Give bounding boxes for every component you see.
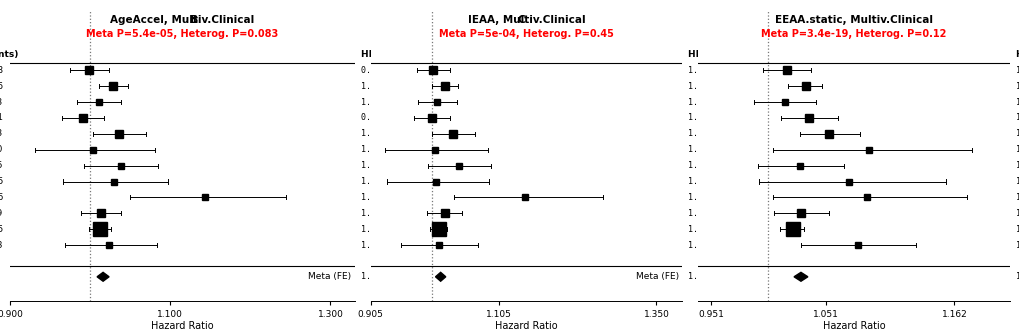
X-axis label: Hazard Ratio: Hazard Ratio — [822, 321, 884, 331]
Text: 40: 40 — [0, 145, 3, 154]
Text: 1.078 [ 1.029 , 1.129 ]: 1.078 [ 1.029 , 1.129 ] — [1015, 240, 1019, 249]
Text: 1.011 [ 0.997 , 1.024 ]: 1.011 [ 0.997 , 1.024 ] — [688, 225, 803, 234]
Text: 1.014 [ 1.006 , 1.022 ]: 1.014 [ 1.006 , 1.022 ] — [688, 272, 803, 281]
Text: 85: 85 — [0, 161, 3, 170]
Text: 1.001 [ 0.973 , 1.029 ]: 1.001 [ 0.973 , 1.029 ] — [688, 114, 803, 123]
Text: 163: 163 — [0, 129, 3, 138]
Text: 268: 268 — [0, 66, 3, 75]
Text: 296: 296 — [0, 82, 3, 91]
Text: 1.053 [ 1.028 , 1.080 ]: 1.053 [ 1.028 , 1.080 ] — [1015, 129, 1019, 138]
Text: IEAA, Multiv.Clinical: IEAA, Multiv.Clinical — [467, 15, 585, 25]
Text: 1.022 [ 1.011 , 1.032 ]: 1.022 [ 1.011 , 1.032 ] — [1015, 225, 1019, 234]
Text: Meta (FE): Meta (FE) — [308, 272, 352, 281]
Text: Meta P=5.4e-05, Heterog. P=0.083: Meta P=5.4e-05, Heterog. P=0.083 — [87, 29, 278, 39]
Text: 1.033 [ 1.000 , 1.067 ]: 1.033 [ 1.000 , 1.067 ] — [688, 129, 803, 138]
Text: 1.143 [ 1.050 , 1.244 ]: 1.143 [ 1.050 , 1.244 ] — [361, 193, 476, 202]
Text: C: C — [517, 15, 525, 25]
Text: 1.013 [ 0.989 , 1.038 ]: 1.013 [ 0.989 , 1.038 ] — [361, 209, 476, 218]
Text: N (events): N (events) — [0, 50, 18, 59]
Text: 1.033 [ 1.018 , 1.047 ]: 1.033 [ 1.018 , 1.047 ] — [1015, 82, 1019, 91]
Text: 1.029 [ 1.011 , 1.047 ]: 1.029 [ 1.011 , 1.047 ] — [361, 82, 476, 91]
Text: 1.017 [ 0.996 , 1.038 ]: 1.017 [ 0.996 , 1.038 ] — [1015, 66, 1019, 75]
Text: Meta (FE): Meta (FE) — [636, 272, 679, 281]
Text: 1.002 [ 0.977 , 1.028 ]: 1.002 [ 0.977 , 1.028 ] — [688, 66, 803, 75]
Text: 1.024 [ 0.968 , 1.083 ]: 1.024 [ 0.968 , 1.083 ] — [361, 240, 476, 249]
Text: 1.038 [ 0.992 , 1.085 ]: 1.038 [ 0.992 , 1.085 ] — [361, 161, 476, 170]
Text: B: B — [190, 15, 198, 25]
X-axis label: Hazard Ratio: Hazard Ratio — [151, 321, 213, 331]
Text: 1.029 [ 1.006 , 1.053 ]: 1.029 [ 1.006 , 1.053 ] — [1015, 209, 1019, 218]
Text: 63: 63 — [0, 240, 3, 249]
Text: 1.042 [ 0.995 , 1.092 ]: 1.042 [ 0.995 , 1.092 ] — [688, 161, 803, 170]
Polygon shape — [97, 272, 109, 281]
Text: 0.991 [ 0.965 , 1.017 ]: 0.991 [ 0.965 , 1.017 ] — [361, 114, 476, 123]
Text: 1.005 [ 0.927 , 1.088 ]: 1.005 [ 0.927 , 1.088 ] — [688, 145, 803, 154]
Text: EEAA.static, Multiv.Clinical: EEAA.static, Multiv.Clinical — [774, 15, 932, 25]
Text: 1.028 [ 0.992 , 1.066 ]: 1.028 [ 0.992 , 1.066 ] — [1015, 161, 1019, 170]
Text: 1.007 [ 0.931 , 1.089 ]: 1.007 [ 0.931 , 1.089 ] — [688, 177, 803, 186]
Text: 103: 103 — [0, 98, 3, 107]
Text: Meta P=3.4e-19, Heterog. P=0.12: Meta P=3.4e-19, Heterog. P=0.12 — [760, 29, 946, 39]
Text: 1.003 [ 0.931 , 1.081 ]: 1.003 [ 0.931 , 1.081 ] — [361, 145, 476, 154]
Text: 25: 25 — [0, 177, 3, 186]
Text: 975: 975 — [0, 225, 3, 234]
Text: 1.088 [ 1.005 , 1.177 ]: 1.088 [ 1.005 , 1.177 ] — [1015, 145, 1019, 154]
X-axis label: Hazard Ratio: Hazard Ratio — [494, 321, 557, 331]
Polygon shape — [435, 272, 445, 281]
Text: 1.145 [ 1.035 , 1.266 ]: 1.145 [ 1.035 , 1.266 ] — [688, 193, 803, 202]
Text: 1.021 [ 1.001 , 1.041 ]: 1.021 [ 1.001 , 1.041 ] — [688, 82, 803, 91]
Text: 1.009 [ 0.979 , 1.040 ]: 1.009 [ 0.979 , 1.040 ] — [688, 98, 803, 107]
Text: 1.071 [ 0.993 , 1.155 ]: 1.071 [ 0.993 , 1.155 ] — [1015, 177, 1019, 186]
Text: 1.015 [ 0.988 , 1.042 ]: 1.015 [ 0.988 , 1.042 ] — [1015, 98, 1019, 107]
Polygon shape — [793, 272, 807, 281]
Text: 221: 221 — [0, 114, 3, 123]
Text: 1.036 [ 1.012 , 1.061 ]: 1.036 [ 1.012 , 1.061 ] — [1015, 114, 1019, 123]
Text: 1.086 [ 1.005 , 1.173 ]: 1.086 [ 1.005 , 1.173 ] — [1015, 193, 1019, 202]
Text: 1.011 [ 0.953 , 1.072 ]: 1.011 [ 0.953 , 1.072 ] — [688, 240, 803, 249]
Text: HR [95% CI]: HR [95% CI] — [688, 50, 748, 59]
Text: 0.999 [ 0.975 , 1.024 ]: 0.999 [ 0.975 , 1.024 ] — [361, 66, 476, 75]
Text: 26: 26 — [0, 193, 3, 202]
Text: 1.020 [ 0.993 , 1.047 ]: 1.020 [ 0.993 , 1.047 ] — [688, 209, 803, 218]
Text: 1.036 [ 1.004 , 1.069 ]: 1.036 [ 1.004 , 1.069 ] — [361, 129, 476, 138]
Text: 159: 159 — [0, 209, 3, 218]
Text: HR [95% CI]: HR [95% CI] — [1015, 50, 1019, 59]
Text: 1.029 [ 1.023 , 1.035 ]: 1.029 [ 1.023 , 1.035 ] — [1015, 272, 1019, 281]
Text: Meta P=5e-04, Heterog. P=0.45: Meta P=5e-04, Heterog. P=0.45 — [438, 29, 613, 39]
Text: 1.012 [ 0.999 , 1.026 ]: 1.012 [ 0.999 , 1.026 ] — [361, 225, 476, 234]
Text: 1.030 [ 0.966 , 1.097 ]: 1.030 [ 0.966 , 1.097 ] — [361, 177, 476, 186]
Text: 1.011 [ 0.984 , 1.038 ]: 1.011 [ 0.984 , 1.038 ] — [361, 98, 476, 107]
Text: HR [95% CI]: HR [95% CI] — [361, 50, 422, 59]
Text: 1.016 [ 1.008 , 1.023 ]: 1.016 [ 1.008 , 1.023 ] — [361, 272, 476, 281]
Text: AgeAccel, Multiv.Clinical: AgeAccel, Multiv.Clinical — [110, 15, 254, 25]
